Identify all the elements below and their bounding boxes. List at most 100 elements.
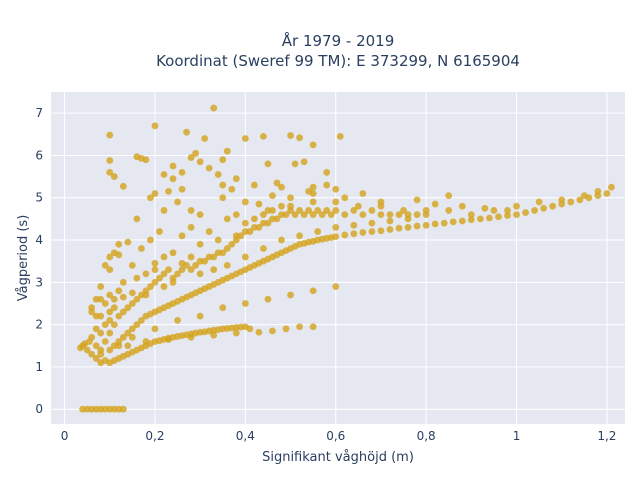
data-point (386, 217, 394, 225)
data-point (413, 196, 421, 204)
data-point (504, 212, 511, 219)
data-point (106, 253, 114, 261)
data-point (486, 214, 493, 222)
data-point (422, 207, 430, 214)
data-point (395, 211, 403, 219)
data-point (187, 154, 195, 161)
data-point (124, 238, 132, 246)
data-point (332, 283, 340, 290)
data-point (232, 211, 240, 219)
data-point (97, 283, 105, 290)
data-point (115, 287, 123, 295)
data-point (260, 245, 267, 252)
data-point (92, 342, 100, 350)
data-point (305, 187, 313, 195)
data-point (300, 211, 308, 219)
y-tick-label: 6 (35, 148, 43, 162)
data-point (490, 207, 498, 214)
data-point (273, 179, 281, 187)
data-point (142, 270, 150, 278)
data-point (174, 270, 181, 278)
data-point (165, 187, 172, 195)
data-point (88, 350, 96, 358)
data-point (350, 207, 358, 214)
data-point (309, 323, 317, 331)
data-point (269, 327, 276, 335)
data-point (241, 300, 249, 307)
data-point (413, 211, 421, 219)
data-point (196, 270, 204, 278)
x-tick-label: 0,4 (236, 429, 255, 443)
data-point (210, 253, 218, 261)
data-point (341, 211, 349, 219)
data-point (309, 287, 317, 295)
data-point (260, 211, 267, 219)
x-tick-label: 0,2 (145, 429, 164, 443)
data-point (354, 202, 362, 210)
data-point (318, 211, 326, 219)
data-point (422, 221, 430, 229)
data-point (513, 211, 520, 219)
data-point (219, 181, 227, 189)
data-point (255, 223, 263, 231)
data-point (101, 262, 109, 269)
data-point (128, 325, 136, 333)
data-point (522, 209, 529, 216)
data-point (147, 283, 154, 290)
x-tick-label: 0 (61, 429, 69, 443)
data-point (214, 171, 222, 178)
data-point (115, 251, 123, 259)
data-point (119, 405, 127, 413)
data-point (567, 198, 575, 206)
data-point (580, 192, 588, 200)
data-point (359, 229, 367, 236)
data-point (210, 104, 218, 112)
data-point (386, 226, 394, 233)
data-point (169, 175, 177, 183)
data-point (445, 207, 453, 214)
data-point (183, 128, 190, 136)
gridlines (51, 92, 625, 424)
data-point (110, 321, 118, 329)
data-point (169, 278, 177, 286)
data-point (278, 236, 285, 244)
data-point (119, 308, 127, 316)
data-point (287, 291, 294, 299)
data-point (151, 325, 159, 333)
data-point (88, 333, 96, 341)
data-point (147, 236, 154, 244)
data-point (174, 198, 181, 206)
x-tick-label: 0,6 (326, 429, 345, 443)
data-point (110, 295, 118, 303)
data-point (151, 266, 159, 274)
data-point (92, 325, 100, 333)
data-point (106, 346, 114, 354)
data-point (467, 211, 475, 219)
chart-title-line2: Koordinat (Sweref 99 TM): E 373299, N 61… (156, 52, 520, 70)
data-point (106, 157, 114, 164)
data-point (106, 291, 114, 299)
data-point (341, 194, 349, 202)
data-point (404, 223, 412, 231)
data-point (169, 162, 177, 170)
data-point (467, 216, 475, 224)
data-point (160, 270, 168, 278)
data-point (160, 171, 168, 178)
data-point (214, 236, 222, 244)
data-point (535, 198, 543, 206)
data-point (115, 240, 123, 248)
data-point (210, 331, 218, 339)
data-point (119, 293, 127, 301)
data-point (241, 198, 249, 206)
data-point (296, 207, 303, 214)
data-point (368, 207, 376, 214)
data-point (115, 312, 123, 320)
data-point (603, 190, 611, 197)
data-point (106, 316, 114, 324)
data-point (332, 233, 340, 241)
data-point (201, 257, 209, 265)
data-point (594, 187, 602, 195)
y-tick-label: 2 (35, 318, 43, 332)
data-point (106, 266, 114, 274)
data-point (142, 338, 150, 345)
